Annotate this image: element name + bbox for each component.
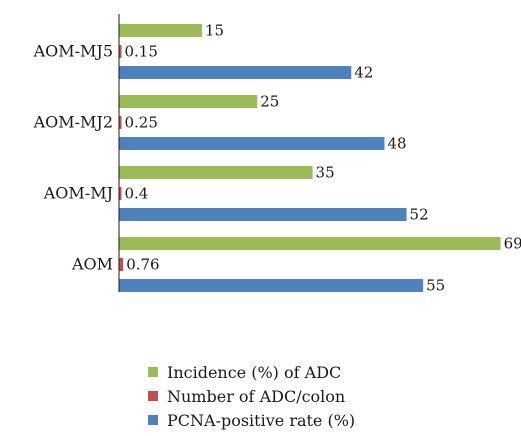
legend-label-incidence: Incidence (%) of ADC xyxy=(167,362,342,382)
data-label: 25 xyxy=(260,93,279,111)
data-label: 0.4 xyxy=(125,185,149,203)
legend-swatch-number xyxy=(148,391,158,401)
bar xyxy=(119,166,313,179)
data-label: 15 xyxy=(205,22,224,40)
chart-legend: Incidence (%) of ADC Number of ADC/colon… xyxy=(148,360,355,432)
bar xyxy=(119,66,352,79)
legend-item-pcna: PCNA-positive rate (%) xyxy=(148,408,355,432)
data-label: 0.76 xyxy=(126,256,159,274)
data-label: 55 xyxy=(426,277,445,295)
bar xyxy=(119,258,124,271)
category-label: AOM-MJ2 xyxy=(33,113,113,132)
legend-item-incidence: Incidence (%) of ADC xyxy=(148,360,355,384)
legend-label-pcna: PCNA-positive rate (%) xyxy=(167,410,356,430)
bar xyxy=(119,237,501,250)
data-label: 35 xyxy=(316,164,335,182)
category-label: AOM-MJ5 xyxy=(33,42,113,61)
data-label: 69 xyxy=(504,235,521,253)
bar xyxy=(119,187,122,200)
data-label: 52 xyxy=(410,206,429,224)
data-label: 0.25 xyxy=(125,114,158,132)
bar xyxy=(119,24,202,37)
category-label: AOM xyxy=(71,255,113,274)
legend-item-number: Number of ADC/colon xyxy=(148,384,355,408)
bar xyxy=(119,137,385,150)
data-label: 0.15 xyxy=(125,43,158,61)
bar xyxy=(119,208,407,221)
bar xyxy=(119,95,258,108)
bar xyxy=(119,279,424,292)
legend-swatch-incidence xyxy=(148,367,158,377)
legend-swatch-pcna xyxy=(148,415,158,425)
data-label: 48 xyxy=(387,135,406,153)
bar xyxy=(119,116,122,129)
bar-chart: AOM-MJ5 15 0.15 42 AOM-MJ2 25 0.25 48 AOM-MJ 35 0.… xyxy=(33,14,521,295)
bar xyxy=(119,45,122,58)
category-label: AOM-MJ xyxy=(43,184,113,203)
data-label: 42 xyxy=(354,64,373,82)
legend-label-number: Number of ADC/colon xyxy=(167,386,346,406)
